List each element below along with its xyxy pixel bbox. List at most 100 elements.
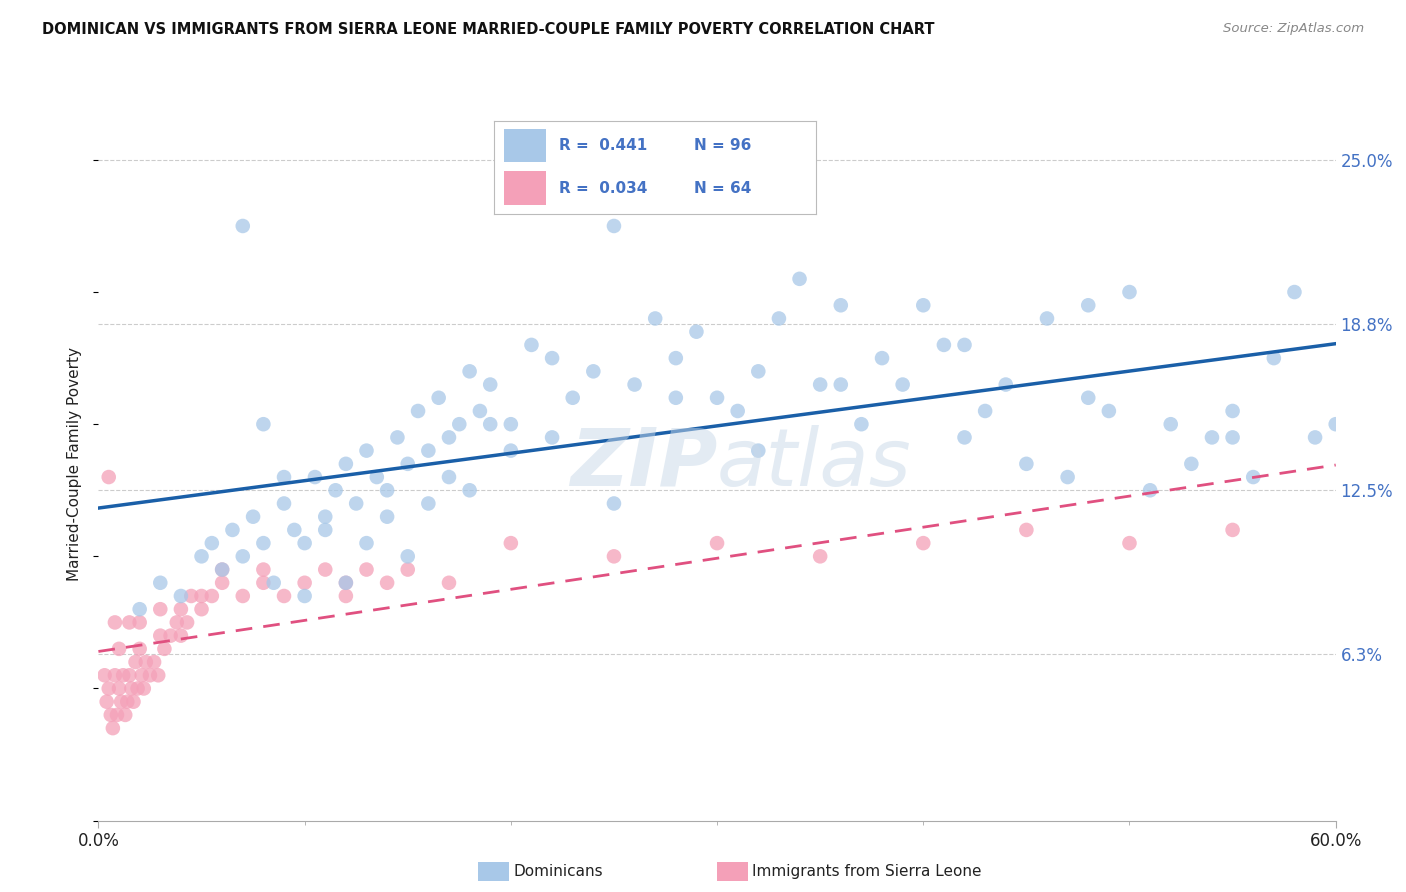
- Point: [242, 509, 264, 524]
- Point: [112, 668, 135, 682]
- Point: [1222, 430, 1244, 444]
- Point: [830, 298, 852, 312]
- Point: [582, 364, 605, 378]
- Point: [644, 311, 666, 326]
- Point: [211, 563, 233, 577]
- Point: [685, 325, 707, 339]
- Point: [706, 536, 728, 550]
- Point: [294, 575, 316, 590]
- Point: [891, 377, 914, 392]
- Point: [747, 364, 769, 378]
- Point: [344, 496, 367, 510]
- Point: [727, 404, 749, 418]
- Point: [747, 443, 769, 458]
- Point: [830, 377, 852, 392]
- Point: [139, 668, 162, 682]
- Point: [1118, 536, 1140, 550]
- Point: [252, 417, 274, 432]
- Point: [180, 589, 202, 603]
- Point: [131, 668, 153, 682]
- Point: [149, 575, 172, 590]
- Point: [149, 602, 172, 616]
- Point: [263, 575, 285, 590]
- Point: [458, 483, 481, 498]
- Point: [396, 549, 419, 564]
- Point: [356, 563, 378, 577]
- Point: [110, 695, 132, 709]
- Point: [1077, 298, 1099, 312]
- Point: [1015, 523, 1038, 537]
- Point: [437, 575, 460, 590]
- Point: [252, 575, 274, 590]
- Text: Dominicans: Dominicans: [513, 864, 603, 879]
- Point: [994, 377, 1017, 392]
- Point: [201, 536, 224, 550]
- Point: [418, 496, 440, 510]
- Point: [335, 589, 357, 603]
- Point: [325, 483, 347, 498]
- Point: [314, 509, 336, 524]
- Point: [170, 589, 193, 603]
- Point: [1077, 391, 1099, 405]
- Point: [170, 629, 193, 643]
- Point: [232, 589, 254, 603]
- Point: [117, 695, 139, 709]
- Point: [252, 536, 274, 550]
- Point: [1056, 470, 1078, 484]
- Point: [124, 655, 146, 669]
- Point: [314, 563, 336, 577]
- Point: [190, 589, 212, 603]
- Point: [294, 589, 316, 603]
- Point: [211, 563, 233, 577]
- Point: [149, 629, 172, 643]
- Point: [114, 707, 136, 722]
- Point: [97, 681, 120, 696]
- Point: [104, 668, 127, 682]
- Point: [375, 575, 398, 590]
- Point: [1180, 457, 1202, 471]
- Point: [101, 721, 124, 735]
- Text: ZIP: ZIP: [569, 425, 717, 503]
- Text: DOMINICAN VS IMMIGRANTS FROM SIERRA LEONE MARRIED-COUPLE FAMILY POVERTY CORRELAT: DOMINICAN VS IMMIGRANTS FROM SIERRA LEON…: [42, 22, 935, 37]
- Point: [808, 377, 831, 392]
- Point: [132, 681, 155, 696]
- Point: [120, 681, 142, 696]
- Point: [932, 338, 955, 352]
- Point: [520, 338, 543, 352]
- Point: [335, 575, 357, 590]
- Point: [356, 443, 378, 458]
- Point: [789, 272, 811, 286]
- Point: [128, 602, 150, 616]
- Point: [221, 523, 243, 537]
- Text: atlas: atlas: [717, 425, 912, 503]
- Point: [1036, 311, 1059, 326]
- Point: [468, 404, 491, 418]
- Point: [851, 417, 873, 432]
- Point: [437, 430, 460, 444]
- Point: [603, 219, 626, 233]
- Point: [437, 470, 460, 484]
- Point: [870, 351, 893, 365]
- Point: [128, 641, 150, 656]
- Point: [166, 615, 188, 630]
- Point: [148, 668, 170, 682]
- Point: [396, 457, 419, 471]
- Point: [406, 404, 429, 418]
- Point: [396, 563, 419, 577]
- Point: [118, 615, 141, 630]
- Point: [623, 377, 645, 392]
- Point: [953, 430, 976, 444]
- Point: [375, 509, 398, 524]
- Point: [335, 457, 357, 471]
- Point: [912, 298, 935, 312]
- Point: [96, 695, 118, 709]
- Text: Source: ZipAtlas.com: Source: ZipAtlas.com: [1223, 22, 1364, 36]
- Point: [479, 417, 502, 432]
- Point: [808, 549, 831, 564]
- Point: [603, 496, 626, 510]
- Point: [100, 707, 122, 722]
- Point: [1222, 404, 1244, 418]
- Point: [211, 575, 233, 590]
- Point: [387, 430, 409, 444]
- Point: [304, 470, 326, 484]
